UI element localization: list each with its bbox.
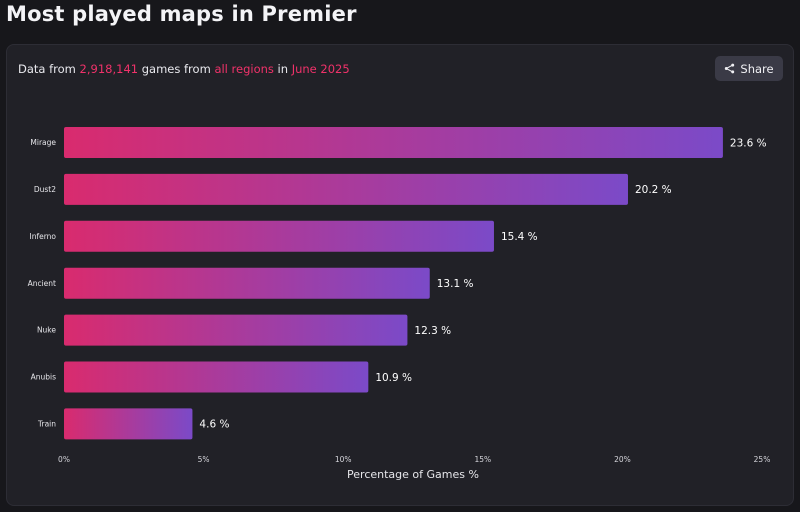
bar-anubis[interactable]: [64, 361, 369, 393]
x-tick-label: 15%: [474, 455, 491, 464]
regions-filter[interactable]: all regions: [214, 62, 274, 76]
x-axis-ticks: 0% 5% 10% 15% 20% 25%: [58, 455, 770, 464]
category-label: Nuke: [37, 326, 56, 335]
share-icon: [724, 63, 735, 74]
share-button[interactable]: Share: [715, 56, 783, 81]
x-tick-label: 5%: [198, 455, 210, 464]
bar-mirage[interactable]: [64, 127, 723, 158]
category-label: Dust2: [34, 185, 56, 194]
share-label: Share: [740, 61, 774, 76]
summary-middle-2: in: [273, 62, 292, 76]
category-label: Ancient: [28, 279, 56, 288]
x-tick-label: 10%: [335, 455, 352, 464]
games-count: 2,918,141: [79, 62, 139, 76]
bar-inferno[interactable]: [64, 220, 494, 252]
x-tick-label: 20%: [614, 455, 631, 464]
value-label: 23.6 %: [730, 137, 767, 149]
page-title: Most played maps in Premier: [6, 2, 357, 26]
category-label: Anubis: [31, 373, 56, 382]
bar-train[interactable]: [64, 408, 193, 440]
bar-dust2[interactable]: [64, 173, 628, 205]
value-label: 10.9 %: [375, 372, 412, 384]
value-label: 15.4 %: [501, 231, 538, 243]
bar-nuke[interactable]: [64, 314, 408, 346]
bars: [64, 127, 723, 440]
value-label: 20.2 %: [635, 184, 672, 196]
category-label: Inferno: [29, 232, 56, 241]
bar-ancient[interactable]: [64, 267, 430, 299]
summary-prefix: Data from: [18, 62, 80, 76]
x-tick-label: 25%: [754, 455, 771, 464]
period-filter[interactable]: June 2025: [291, 62, 350, 76]
category-labels: Mirage Dust2 Inferno Ancient Nuke Anubis Train: [28, 138, 57, 428]
category-label: Mirage: [30, 138, 56, 147]
value-label: 12.3 %: [414, 325, 451, 337]
summary-middle-1: games from: [138, 62, 215, 76]
x-axis-title: Percentage of Games %: [347, 468, 479, 481]
value-labels: 23.6 % 20.2 % 15.4 % 13.1 % 12.3 % 10.9 % 4.6 …: [199, 137, 766, 430]
category-label: Train: [37, 420, 56, 429]
value-label: 4.6 %: [199, 419, 229, 431]
data-summary: Data from 2,918,141 games from all regio…: [18, 62, 350, 76]
x-tick-label: 0%: [58, 455, 70, 464]
value-label: 13.1 %: [437, 278, 474, 290]
